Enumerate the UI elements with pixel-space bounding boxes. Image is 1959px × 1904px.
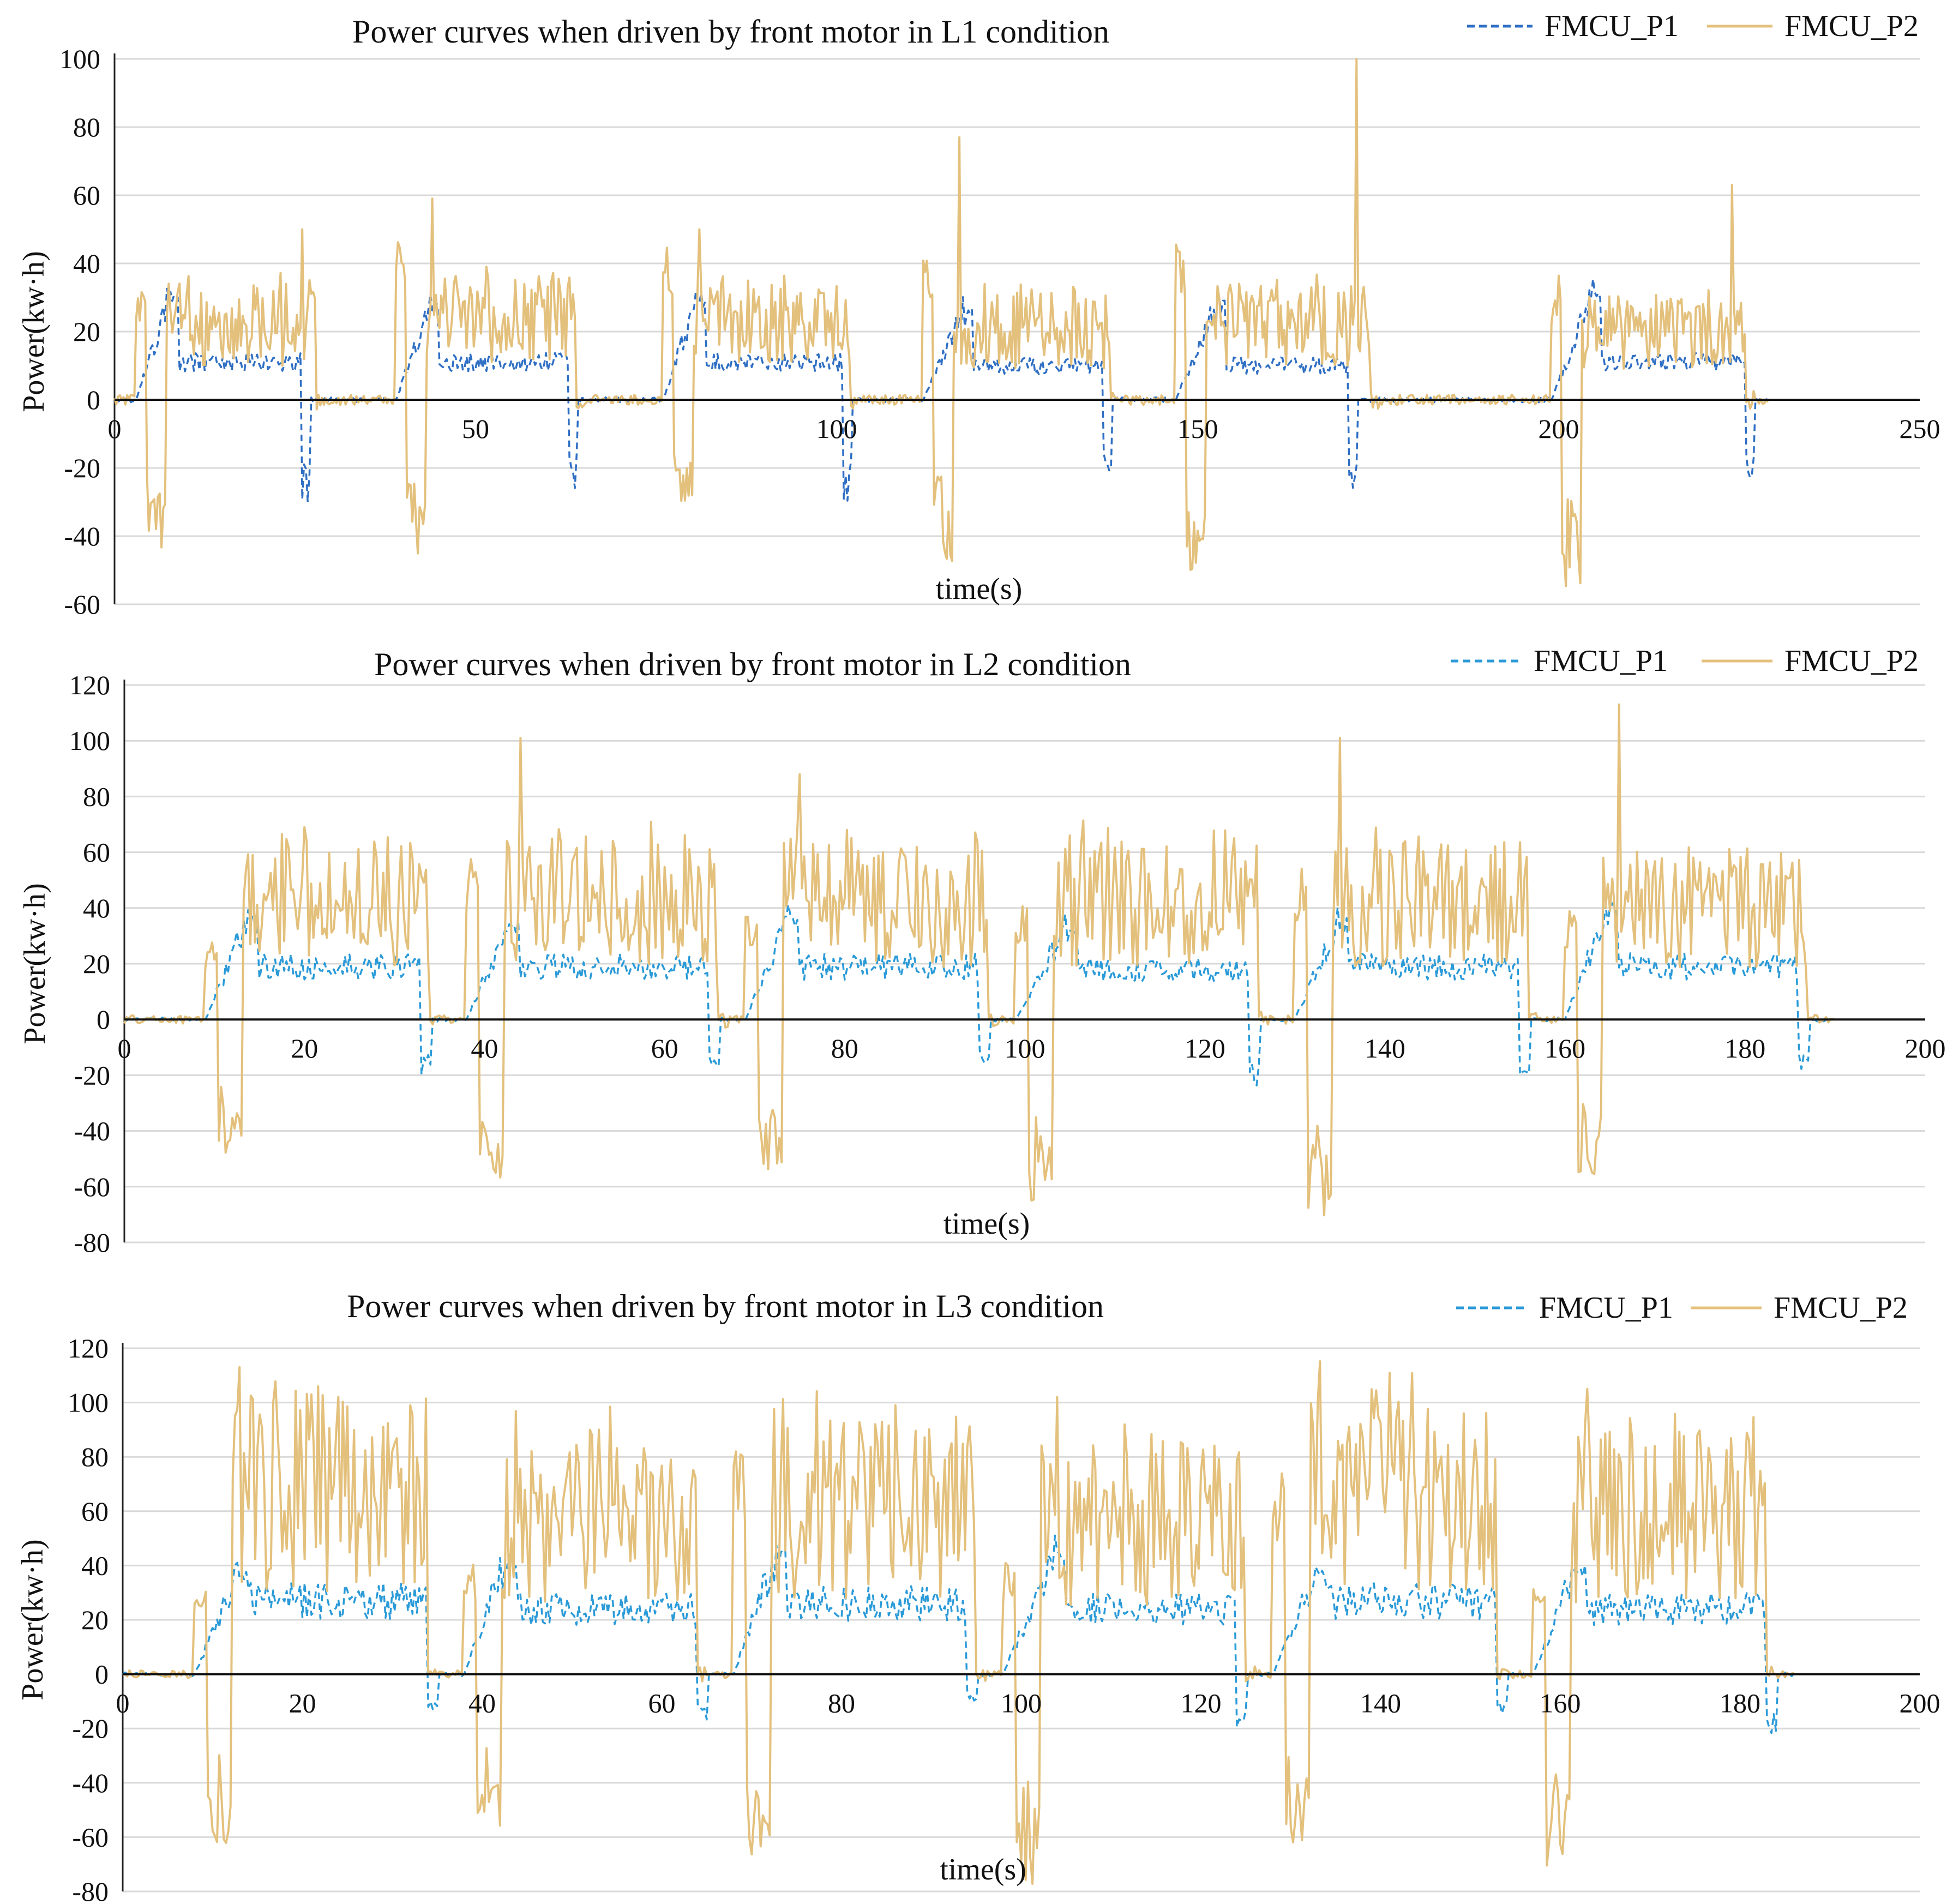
y-tick-label: 20: [83, 948, 110, 979]
x-tick-label: 160: [1540, 1688, 1581, 1719]
y-tick-label: 120: [69, 670, 110, 700]
x-tick-label: 120: [1181, 1688, 1222, 1719]
x-tick-label: 100: [1005, 1033, 1045, 1064]
x-axis-title: time(s): [944, 1207, 1030, 1241]
x-tick-label: 0: [118, 1033, 131, 1064]
legend-label-fmcu_p2: FMCU_P2: [1784, 9, 1919, 43]
y-tick-label: -20: [74, 1060, 110, 1090]
y-tick-label: 40: [83, 893, 110, 923]
x-tick-label: 200: [1905, 1033, 1946, 1064]
x-tick-label: 150: [1177, 413, 1218, 444]
x-tick-label: 50: [462, 413, 489, 444]
y-tick-label: -60: [64, 589, 100, 620]
y-tick-label: -60: [74, 1172, 110, 1202]
chart-title: Power curves when driven by front motor …: [374, 646, 1131, 682]
x-tick-label: 20: [291, 1033, 318, 1064]
x-tick-label: 0: [116, 1688, 130, 1719]
y-tick-label: 40: [73, 248, 100, 279]
y-axis-title: Power(kw·h): [18, 883, 52, 1044]
y-tick-label: 100: [59, 44, 100, 74]
x-tick-label: 140: [1360, 1688, 1401, 1719]
x-tick-label: 20: [289, 1688, 316, 1719]
y-axis-title: Power(kw·h): [17, 251, 51, 412]
legend-label-fmcu_p1: FMCU_P1: [1545, 9, 1679, 43]
y-tick-label: -40: [72, 1768, 109, 1798]
x-tick-label: 80: [828, 1688, 855, 1719]
x-tick-label: 100: [1001, 1688, 1042, 1719]
x-axis-title: time(s): [940, 1853, 1026, 1887]
x-tick-label: 100: [816, 413, 857, 444]
y-tick-label: 120: [68, 1333, 109, 1364]
x-tick-label: 250: [1900, 413, 1940, 444]
legend-label-fmcu_p1: FMCU_P1: [1539, 1291, 1673, 1325]
x-tick-label: 140: [1365, 1033, 1405, 1064]
series-line-fmcu_p2: [123, 703, 1836, 1217]
y-tick-label: 40: [81, 1550, 109, 1581]
x-tick-label: 180: [1724, 1033, 1765, 1064]
chart-title: Power curves when driven by front motor …: [347, 1288, 1104, 1324]
x-tick-label: 80: [831, 1033, 858, 1064]
y-tick-label: 80: [73, 112, 100, 142]
legend: FMCU_P1 FMCU_P2: [1451, 644, 1919, 678]
y-tick-label: 100: [68, 1388, 109, 1418]
legend: FMCU_P1 FMCU_P2: [1467, 9, 1919, 43]
legend: FMCU_P1 FMCU_P2: [1456, 1291, 1908, 1325]
x-axis-title: time(s): [936, 572, 1023, 606]
x-tick-label: 40: [468, 1688, 496, 1719]
y-tick-label: 0: [95, 1659, 109, 1690]
chart-panel-2: -80 -60 -40 -20 0 20 40 60 80 100 120 0 20 40 60 80 100 1…: [18, 644, 1946, 1258]
x-tick-label: 0: [108, 413, 122, 444]
y-tick-label: 80: [81, 1441, 109, 1472]
y-tick-label: 0: [97, 1004, 110, 1035]
y-tick-label: 60: [83, 837, 110, 868]
x-tick-label: 200: [1539, 413, 1579, 444]
y-tick-label: -80: [72, 1876, 109, 1904]
x-tick-label: 60: [648, 1688, 676, 1719]
series-line-fmcu_p1: [124, 902, 1827, 1087]
y-tick-label: 100: [69, 725, 110, 756]
y-tick-label: 60: [73, 180, 100, 211]
chart-title: Power curves when driven by front motor …: [352, 14, 1109, 50]
x-tick-label: 180: [1720, 1688, 1760, 1719]
legend-label-fmcu_p2: FMCU_P2: [1774, 1291, 1908, 1325]
y-tick-label: -40: [74, 1116, 110, 1146]
x-tick-label: 200: [1900, 1688, 1940, 1719]
y-tick-label: -40: [64, 521, 100, 551]
y-tick-label: 0: [87, 385, 100, 415]
y-axis-title: Power(kw·h): [16, 1539, 50, 1700]
x-tick-label: 40: [471, 1033, 498, 1064]
legend-label-fmcu_p2: FMCU_P2: [1784, 644, 1919, 678]
y-tick-label: -60: [72, 1822, 109, 1852]
y-tick-label: -20: [64, 453, 100, 483]
x-tick-label: 120: [1185, 1033, 1225, 1064]
y-tick-label: 20: [73, 316, 100, 347]
y-tick-label: 80: [83, 781, 110, 812]
legend-label-fmcu_p1: FMCU_P1: [1534, 644, 1668, 678]
y-tick-label: 60: [81, 1496, 109, 1527]
y-tick-label: -20: [72, 1713, 109, 1744]
x-tick-label: 160: [1545, 1033, 1585, 1064]
y-tick-label: 20: [81, 1605, 109, 1635]
x-tick-label: 60: [651, 1033, 678, 1064]
chart-panel-1: -60 -40 -20 0 20 40 60 80 100 0 50 100 150 200 250 time…: [17, 9, 1940, 620]
y-tick-label: -80: [74, 1227, 110, 1258]
